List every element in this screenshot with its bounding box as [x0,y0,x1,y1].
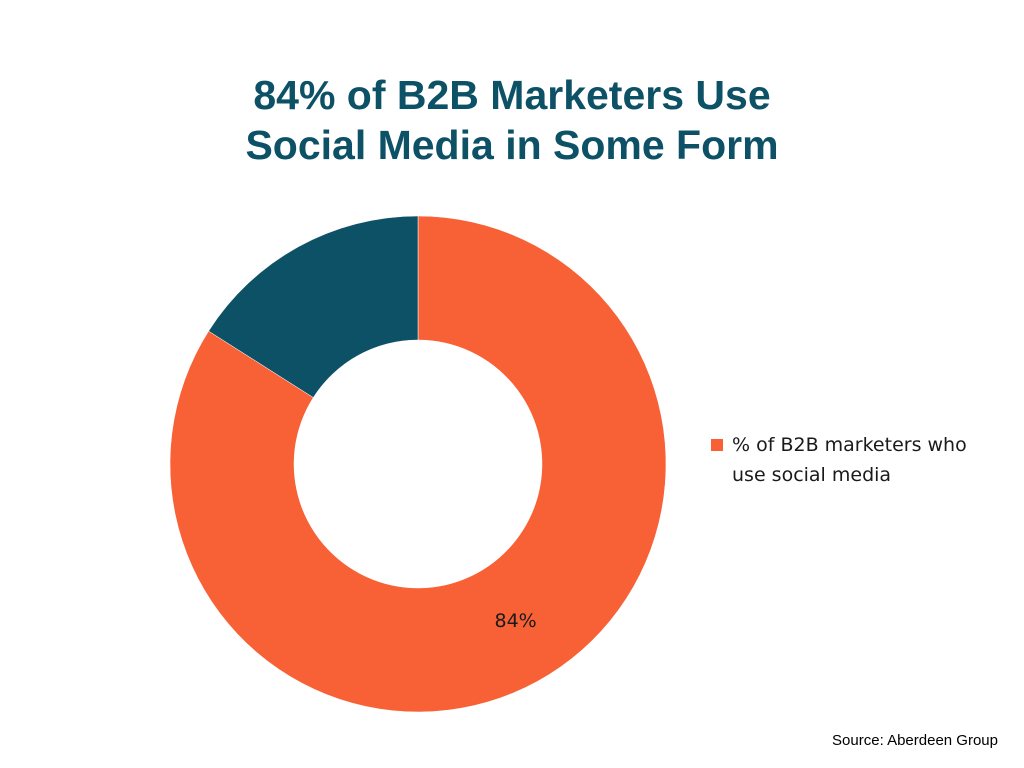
legend-label: % of B2B marketers who use social media [732,434,967,486]
chart-title-line-1: 84% of B2B Marketers Use [253,72,771,118]
legend-swatch [711,439,723,451]
donut-slice-0 [169,215,667,713]
chart-title: 84% of B2B Marketers Use Social Media in… [0,70,1024,170]
chart-title-line-2: Social Media in Some Form [245,122,779,168]
data-label-0: 84% [494,610,536,632]
source-note: Source: Aberdeen Group [832,732,998,749]
donut-slice-1 [208,215,419,398]
